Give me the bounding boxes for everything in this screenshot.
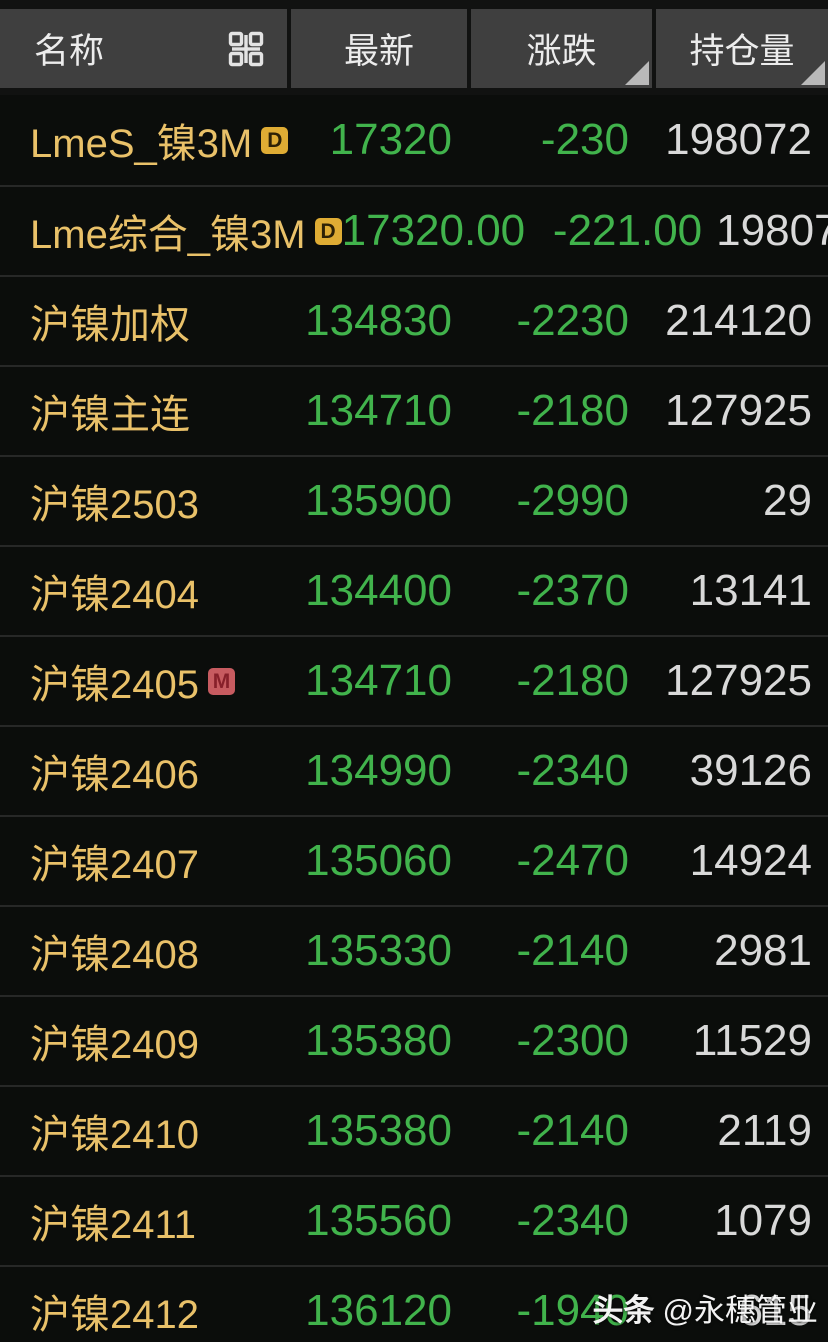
quote-row[interactable]: 沪镍2405 M 134710 -2180 127925 <box>0 635 828 725</box>
contract-name: 沪镍加权 <box>30 303 190 347</box>
watermark: 头条 @永穗管业 <box>593 1285 818 1330</box>
quote-row[interactable]: 沪镍2407 135060 -2470 14924 <box>0 815 828 905</box>
last-price: 134400 <box>305 566 452 615</box>
price-change: -2990 <box>516 476 629 525</box>
quote-row[interactable]: 沪镍2411 135560 -2340 1079 <box>0 1175 828 1265</box>
quote-row[interactable]: 沪镍2406 134990 -2340 39126 <box>0 725 828 815</box>
last-price: 135060 <box>305 836 452 885</box>
open-interest: 2981 <box>714 926 812 975</box>
last-price: 134990 <box>305 746 452 795</box>
contract-name: Lme综合_镍3M <box>30 213 306 257</box>
last-price: 134830 <box>305 296 452 345</box>
open-interest: 13141 <box>689 566 812 615</box>
last-price: 135380 <box>305 1016 452 1065</box>
open-interest: 214120 <box>665 296 812 345</box>
open-interest: 2119 <box>717 1106 812 1155</box>
last-price: 17320 <box>329 115 452 164</box>
last-price: 136120 <box>305 1286 452 1335</box>
contract-name: 沪镍2407 <box>30 843 199 887</box>
column-header-open-interest[interactable]: 持仓量 <box>656 9 828 88</box>
column-header-last[interactable]: 最新 <box>291 9 467 88</box>
last-price: 135560 <box>305 1196 452 1245</box>
price-change: -2370 <box>516 566 629 615</box>
quote-row[interactable]: 沪镍加权 134830 -2230 214120 <box>0 275 828 365</box>
quote-row[interactable]: 沪镍主连 134710 -2180 127925 <box>0 365 828 455</box>
watermark-brand: 头条 <box>592 1293 655 1328</box>
price-change: -2180 <box>516 386 629 435</box>
column-header-name[interactable]: 名称 <box>0 9 287 88</box>
quote-list: LmeS_镍3M D 17320 -230 198072 Lme综合_镍3M D… <box>0 95 828 1342</box>
price-change: -2470 <box>516 836 629 885</box>
open-interest: 11529 <box>692 1016 812 1065</box>
price-change: -2340 <box>516 746 629 795</box>
contract-name: 沪镍2405 <box>30 663 199 707</box>
last-price: 135330 <box>305 926 452 975</box>
contract-name: LmeS_镍3M <box>30 122 253 166</box>
quote-row[interactable]: Lme综合_镍3M D 17320.00 -221.00 198072 <box>0 185 828 275</box>
contract-name: 沪镍主连 <box>30 393 190 437</box>
quote-row[interactable]: 沪镍2503 135900 -2990 29 <box>0 455 828 545</box>
open-interest: 29 <box>763 476 812 525</box>
price-change: -2180 <box>516 656 629 705</box>
last-price: 134710 <box>305 656 452 705</box>
column-header-change-label: 涨跌 <box>526 32 597 71</box>
price-change: -2230 <box>516 296 629 345</box>
contract-name: 沪镍2408 <box>30 933 199 977</box>
contract-name: 沪镍2406 <box>30 753 199 797</box>
last-price: 134710 <box>305 386 452 435</box>
column-header-name-label: 名称 <box>34 32 105 71</box>
price-change: -1940 <box>516 1286 629 1335</box>
contract-badge: D <box>314 217 342 245</box>
quote-row[interactable]: 沪镍2408 135330 -2140 2981 <box>0 905 828 995</box>
open-interest: 198072 <box>665 115 812 164</box>
contract-badge: M <box>207 667 235 695</box>
price-change: -230 <box>540 115 629 164</box>
table-header: 名称 最新 涨跌 <box>0 0 828 95</box>
open-interest: 615 <box>738 1286 812 1335</box>
last-price: 135380 <box>305 1106 452 1155</box>
column-header-open-interest-label: 持仓量 <box>689 32 795 71</box>
contract-name: 沪镍2412 <box>30 1293 199 1337</box>
column-header-change[interactable]: 涨跌 <box>471 9 652 88</box>
contract-name: 沪镍2404 <box>30 573 199 617</box>
price-change: -2140 <box>516 1106 629 1155</box>
quote-row[interactable]: 沪镍2404 134400 -2370 13141 <box>0 545 828 635</box>
open-interest: 1079 <box>714 1196 812 1245</box>
contract-grid-icon[interactable] <box>227 30 265 68</box>
contract-name: 沪镍2410 <box>30 1113 199 1157</box>
contract-name: 沪镍2503 <box>30 483 199 527</box>
open-interest: 127925 <box>665 386 812 435</box>
price-change: -221.00 <box>552 206 703 255</box>
last-price: 135900 <box>305 476 452 525</box>
last-price: 17320.00 <box>341 206 526 255</box>
price-change: -2140 <box>516 926 629 975</box>
column-header-last-label: 最新 <box>343 32 414 71</box>
open-interest: 198072 <box>716 206 828 255</box>
contract-badge: D <box>261 126 289 154</box>
watermark-handle: @永穗管业 <box>662 1293 818 1328</box>
quote-row[interactable]: 沪镍2409 135380 -2300 11529 <box>0 995 828 1085</box>
quote-row[interactable]: 沪镍2410 135380 -2140 2119 <box>0 1085 828 1175</box>
contract-name: 沪镍2411 <box>30 1203 197 1247</box>
open-interest: 14924 <box>689 836 812 885</box>
price-change: -2300 <box>516 1016 629 1065</box>
sort-corner-icon <box>801 61 825 85</box>
price-change: -2340 <box>516 1196 629 1245</box>
contract-name: 沪镍2409 <box>30 1023 199 1067</box>
quote-row[interactable]: 沪镍2412 136120 -1940 615 <box>0 1265 828 1342</box>
quote-row[interactable]: LmeS_镍3M D 17320 -230 198072 <box>0 95 828 185</box>
open-interest: 39126 <box>689 746 812 795</box>
open-interest: 127925 <box>665 656 812 705</box>
sort-corner-icon <box>625 61 649 85</box>
